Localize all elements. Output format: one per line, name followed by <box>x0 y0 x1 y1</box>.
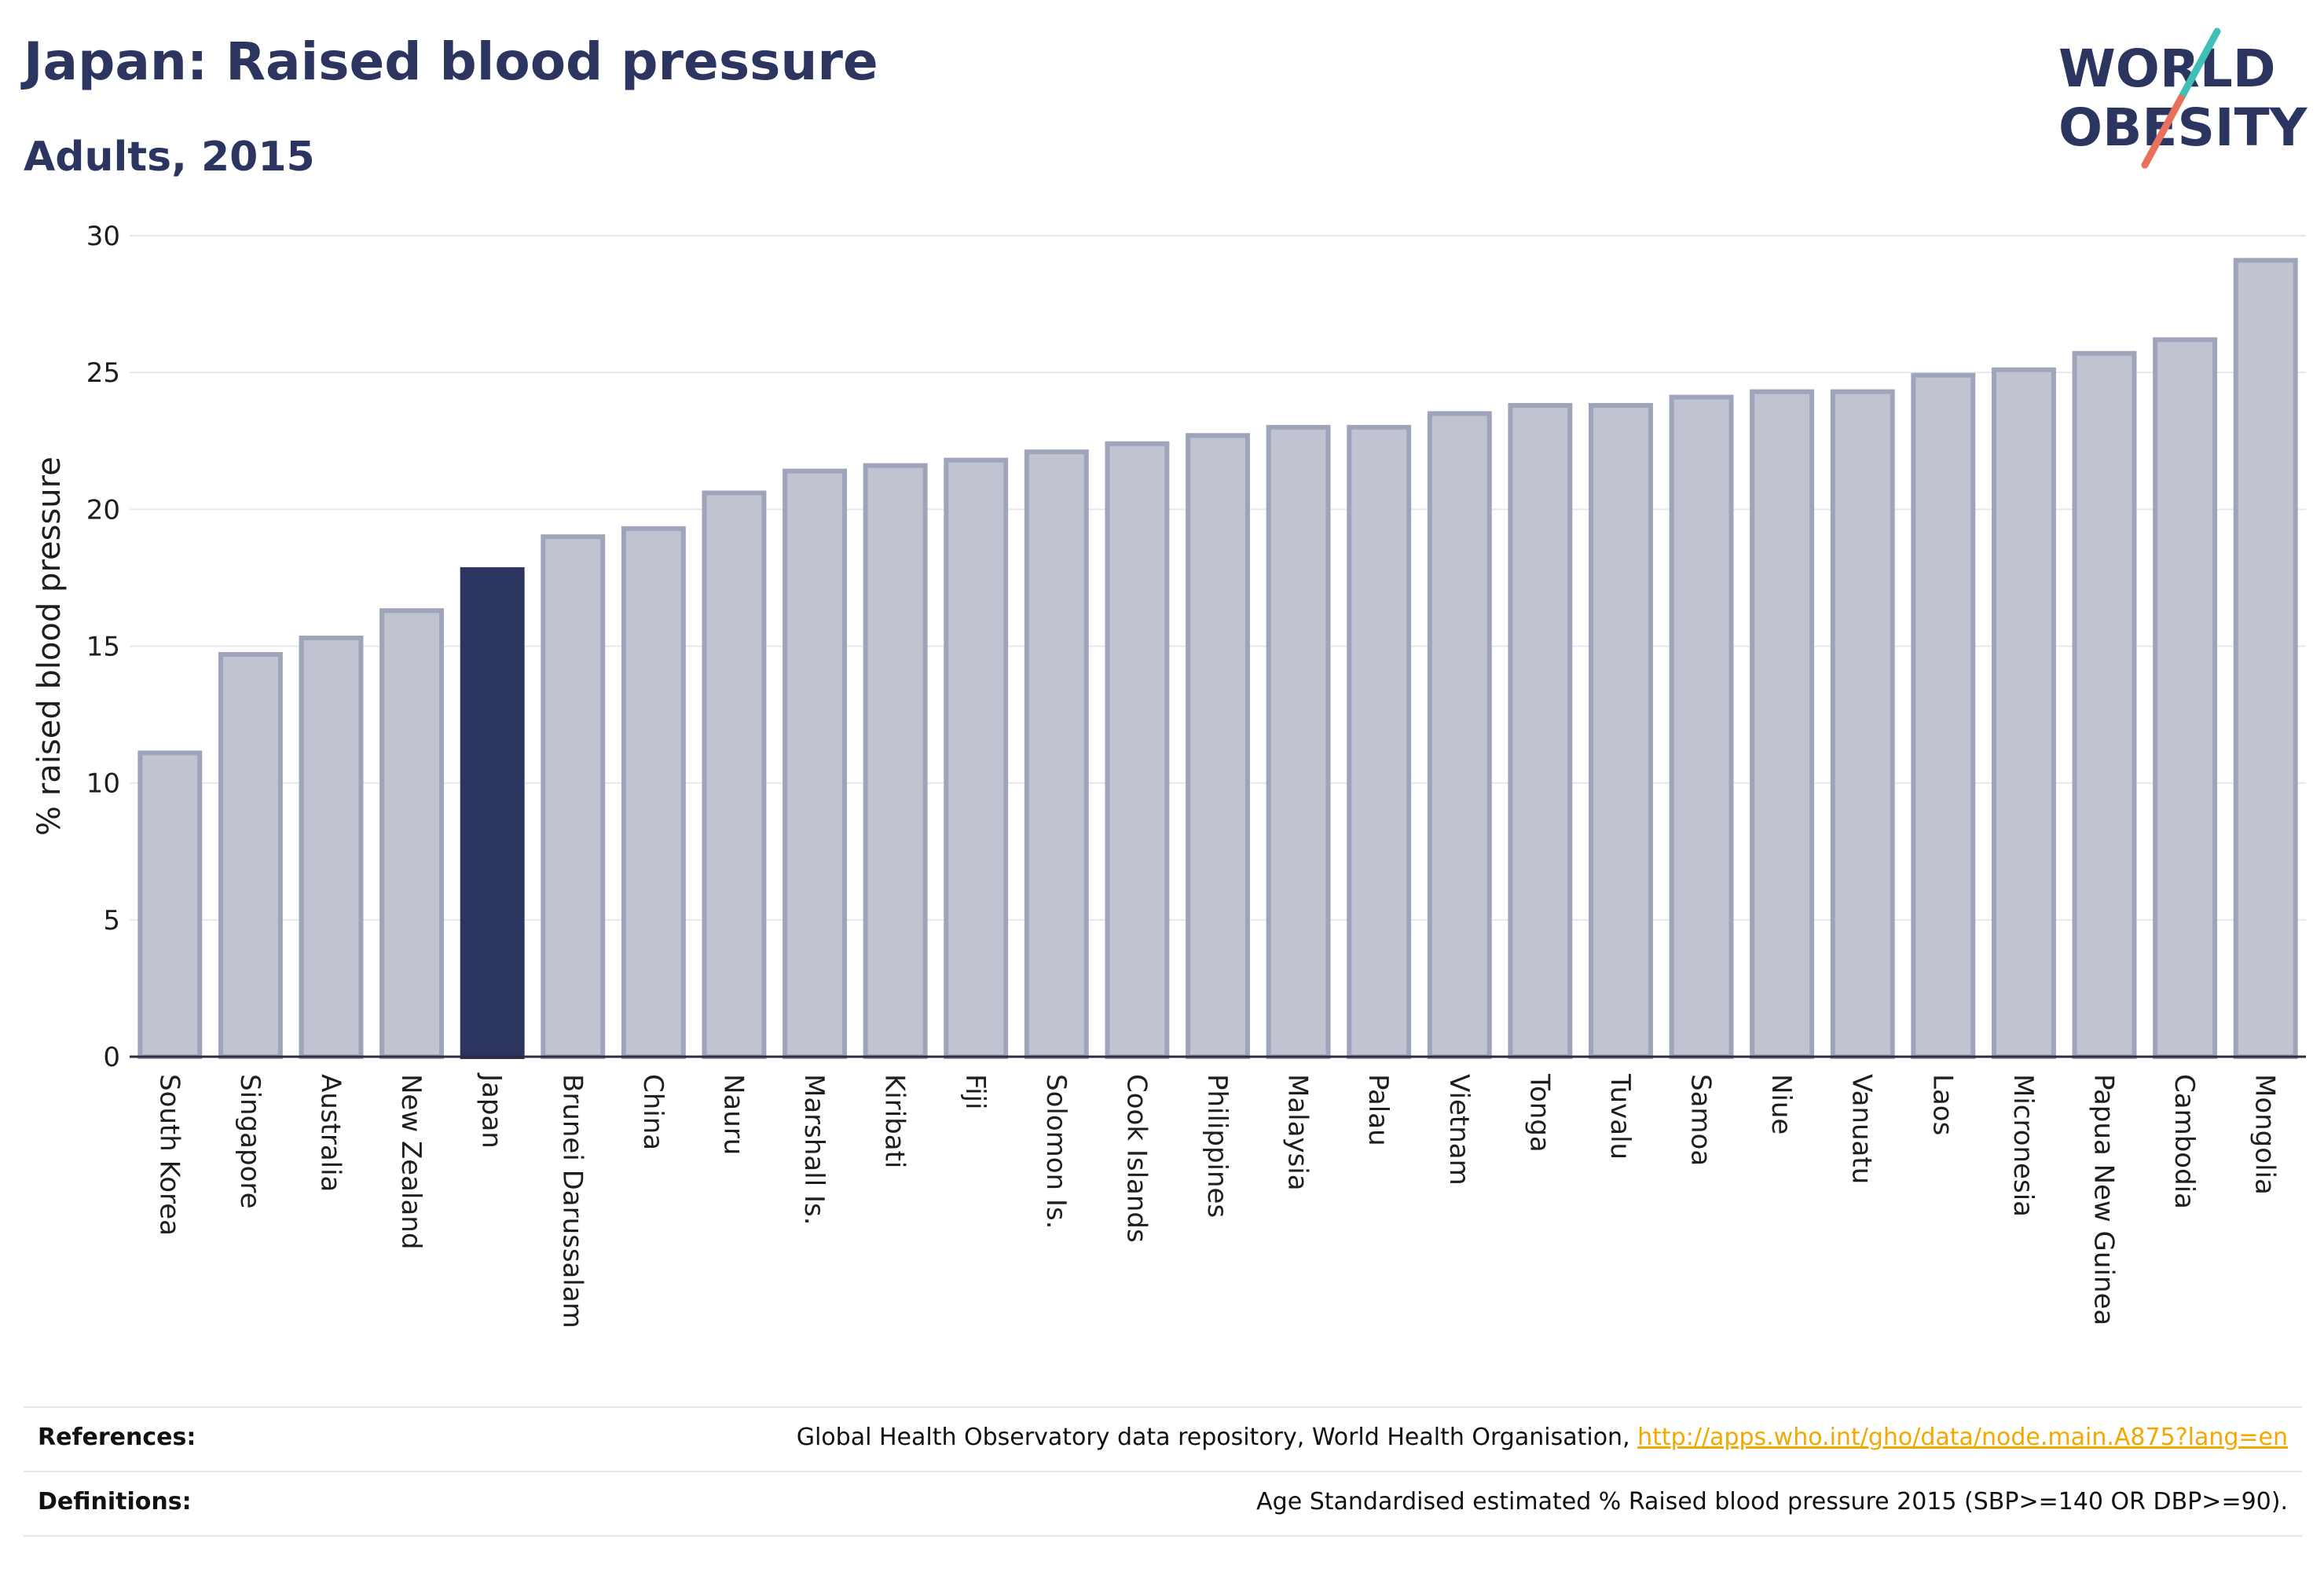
y-tick-label: 30 <box>86 221 120 252</box>
x-tick-label: New Zealand <box>395 1074 427 1249</box>
bar <box>621 526 686 1059</box>
x-tick-label: Niue <box>1765 1074 1797 1134</box>
bar <box>1830 389 1895 1059</box>
x-tick-label: Brunei Darussalam <box>556 1074 588 1329</box>
x-tick-label: Laos <box>1926 1074 1958 1135</box>
x-tick-label: Vietnam <box>1443 1074 1475 1186</box>
x-tick-label: Malaysia <box>1282 1074 1314 1191</box>
x-tick-label: Marshall Is. <box>798 1074 830 1226</box>
x-tick-label: Singapore <box>234 1074 266 1209</box>
bar-highlight <box>460 566 525 1059</box>
bar <box>379 608 445 1059</box>
bar <box>1508 402 1573 1059</box>
y-tick-label: 0 <box>103 1042 120 1073</box>
bar <box>1427 411 1492 1059</box>
x-tick-label: Mongolia <box>2249 1074 2281 1195</box>
x-tick-label: Papua New Guinea <box>2088 1074 2120 1325</box>
bar <box>218 651 283 1059</box>
y-tick-label: 25 <box>86 357 120 389</box>
chart-title: Japan: Raised blood pressure <box>24 31 878 92</box>
references-label: References: <box>38 1424 196 1451</box>
y-tick-label: 15 <box>86 632 120 663</box>
y-tick-label: 5 <box>103 905 120 936</box>
x-tick-label: Palau <box>1362 1074 1394 1146</box>
bar <box>1347 424 1412 1059</box>
bar <box>1024 449 1089 1059</box>
references-row: References: Global Health Observatory da… <box>24 1406 2302 1471</box>
x-tick-label: China <box>637 1074 669 1150</box>
x-tick-label: Nauru <box>717 1074 749 1155</box>
world-obesity-logo: WORLD OBESITY <box>2058 27 2308 169</box>
bar-chart: 0 5 10 15 20 25 30 % raised blood pressure South… <box>31 221 2306 1329</box>
bar <box>1589 402 1653 1059</box>
bar <box>137 750 203 1059</box>
logo-line1: WORLD <box>2058 38 2276 99</box>
x-tick-label: Cambodia <box>2168 1074 2200 1209</box>
bar <box>1669 394 1734 1059</box>
bar <box>863 463 928 1059</box>
definitions-text: Age Standardised estimated % Raised bloo… <box>1256 1488 2288 1516</box>
bar <box>2072 350 2137 1059</box>
y-tick-label: 20 <box>86 494 120 526</box>
x-tick-label: Tuvalu <box>1604 1073 1636 1160</box>
chart-subtitle: Adults, 2015 <box>24 134 315 181</box>
bar <box>299 636 364 1059</box>
logo-line2: OBESITY <box>2058 97 2308 158</box>
bar <box>2233 258 2298 1060</box>
bar <box>2153 337 2218 1060</box>
bar <box>1750 389 1815 1059</box>
x-tick-label: South Korea <box>153 1074 185 1236</box>
x-tick-label: Vanuatu <box>1846 1074 1878 1184</box>
bar <box>541 534 606 1059</box>
references-text: Global Health Observatory data repositor… <box>796 1424 1638 1451</box>
x-tick-label: Philippines <box>1201 1074 1233 1218</box>
references-value: Global Health Observatory data repositor… <box>797 1424 2288 1451</box>
logo-slash-bottom <box>2141 94 2185 169</box>
bar <box>783 468 847 1059</box>
y-axis-label: % raised blood pressure <box>31 456 68 836</box>
bar <box>944 457 1009 1059</box>
bar <box>702 490 767 1059</box>
bar <box>1105 441 1170 1059</box>
y-tick-label: 10 <box>86 768 120 800</box>
references-link[interactable]: http://apps.who.int/gho/data/node.main.A… <box>1637 1424 2288 1451</box>
x-tick-label: Cook Islands <box>1120 1074 1152 1243</box>
x-tick-label: Fiji <box>959 1074 991 1109</box>
bar <box>1186 433 1250 1059</box>
definitions-label: Definitions: <box>38 1488 192 1516</box>
bar <box>1911 372 1976 1059</box>
definitions-row: Definitions: Age Standardised estimated … <box>24 1471 2302 1537</box>
x-tick-label: Samoa <box>1685 1074 1717 1166</box>
x-tick-label: Kiribati <box>879 1074 911 1168</box>
x-tick-label: Solomon Is. <box>1040 1074 1072 1229</box>
footer: References: Global Health Observatory da… <box>24 1406 2302 1537</box>
bar <box>1266 424 1331 1059</box>
bar <box>1991 367 2056 1059</box>
x-tick-label: Tonga <box>1523 1073 1555 1153</box>
x-tick-label: Australia <box>314 1074 346 1192</box>
logo-slash-top <box>2177 27 2221 102</box>
x-tick-label: Japan <box>476 1072 508 1149</box>
x-tick-label: Micronesia <box>2007 1074 2039 1217</box>
